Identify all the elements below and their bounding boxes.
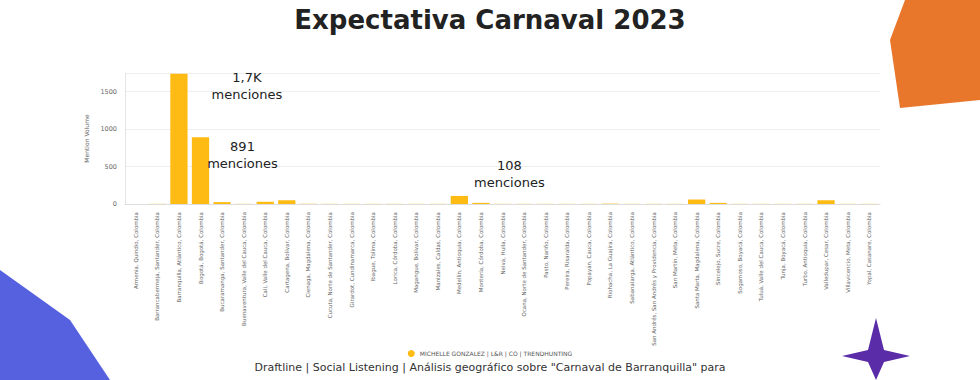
svg-text:menciones: menciones xyxy=(207,156,278,171)
svg-text:Cucuta, Norte de Santander, Co: Cucuta, Norte de Santander, Colombia xyxy=(327,212,333,318)
svg-text:1500: 1500 xyxy=(100,88,117,96)
svg-text:Tunja, Boyacá, Colombia: Tunja, Boyacá, Colombia xyxy=(780,212,787,280)
svg-text:San Martín, Meta, Colombia: San Martín, Meta, Colombia xyxy=(672,212,678,288)
svg-text:Sogamoso, Boyacá, Colombia: Sogamoso, Boyacá, Colombia xyxy=(737,212,744,294)
svg-text:Tuluá, Valle del Cauca, Colomb: Tuluá, Valle del Cauca, Colombia xyxy=(758,212,764,302)
svg-text:Pasto, Nariño, Colombia: Pasto, Nariño, Colombia xyxy=(543,212,549,278)
svg-text:Pereira, Risaralda, Colombia: Pereira, Risaralda, Colombia xyxy=(564,212,570,290)
svg-text:0: 0 xyxy=(113,200,117,208)
svg-text:108: 108 xyxy=(497,158,522,173)
svg-text:Buenaventura, Valle del Cauca,: Buenaventura, Valle del Cauca, Colombia xyxy=(241,212,247,326)
svg-text:Draftline | Social Listening |: Draftline | Social Listening | Análisis … xyxy=(254,361,725,374)
svg-text:menciones: menciones xyxy=(212,87,283,102)
svg-text:Villavicencio, Meta, Colombia: Villavicencio, Meta, Colombia xyxy=(845,212,851,293)
svg-text:MICHELLE GONZALEZ | L&R | CO |: MICHELLE GONZALEZ | L&R | CO | TRENDHUNT… xyxy=(420,350,573,358)
svg-text:1000: 1000 xyxy=(100,125,117,133)
svg-text:Turbo, Antioquia, Colombia: Turbo, Antioquia, Colombia xyxy=(802,212,809,287)
svg-text:500: 500 xyxy=(105,163,117,171)
svg-text:Santa Marta, Magdalena, Colomb: Santa Marta, Magdalena, Colombia xyxy=(694,212,701,309)
svg-text:Bogotá, Bogotá, Colombia: Bogotá, Bogotá, Colombia xyxy=(198,212,205,284)
svg-text:Ocana, Norte de Santander, Col: Ocana, Norte de Santander, Colombia xyxy=(521,212,527,317)
svg-text:Expectativa Carnaval 2023: Expectativa Carnaval 2023 xyxy=(294,5,685,35)
svg-text:menciones: menciones xyxy=(474,175,545,190)
svg-text:Barranquilla, Atlántico, Colom: Barranquilla, Atlántico, Colombia xyxy=(176,212,183,302)
svg-text:Sincelejo, Sucre, Colombia: Sincelejo, Sucre, Colombia xyxy=(715,212,722,285)
svg-text:Popayán, Cauca, Colombia: Popayán, Cauca, Colombia xyxy=(586,212,593,285)
svg-text:Bucaramanga, Santander, Colomb: Bucaramanga, Santander, Colombia xyxy=(219,212,226,312)
svg-text:Valledupar, Cesar, Colombia: Valledupar, Cesar, Colombia xyxy=(823,212,830,290)
svg-text:Manizales, Caldas, Colombia: Manizales, Caldas, Colombia xyxy=(435,212,441,290)
svg-text:Armenia, Quindío, Colombia: Armenia, Quindío, Colombia xyxy=(133,212,139,289)
svg-text:Cienaga, Magdalena, Colombia: Cienaga, Magdalena, Colombia xyxy=(305,212,312,298)
svg-text:Barrancabermeja, Santander, Co: Barrancabermeja, Santander, Colombia xyxy=(154,212,161,321)
svg-text:Sabanalarga, Atlántico, Colomb: Sabanalarga, Atlántico, Colombia xyxy=(629,212,636,304)
svg-text:891: 891 xyxy=(230,139,255,154)
svg-text:Cali, Valle del Cauca, Colombi: Cali, Valle del Cauca, Colombia xyxy=(262,212,268,297)
svg-text:Medellín, Antioquia, Colombia: Medellín, Antioquia, Colombia xyxy=(456,212,463,294)
svg-text:Ibague, Tolima, Colombia: Ibague, Tolima, Colombia xyxy=(370,212,377,281)
svg-text:Yopal, Casanare, Colombia: Yopal, Casanare, Colombia xyxy=(866,212,873,286)
svg-text:1,7K: 1,7K xyxy=(232,70,262,85)
svg-text:Magangue, Bolívar, Colombia: Magangue, Bolívar, Colombia xyxy=(413,212,420,293)
svg-text:Riohacha, La Guajira, Colombia: Riohacha, La Guajira, Colombia xyxy=(607,212,614,298)
svg-text:Cartagena, Bolívar, Colombia: Cartagena, Bolívar, Colombia xyxy=(284,212,291,293)
svg-text:Lorica, Córdoba, Colombia: Lorica, Córdoba, Colombia xyxy=(392,212,398,284)
svg-text:Neiva, Huila, Colombia: Neiva, Huila, Colombia xyxy=(500,212,506,275)
svg-text:San Andrés, San Andrés y Provi: San Andrés, San Andrés y Providencia, Co… xyxy=(651,212,658,346)
svg-text:Montería, Córdoba, Colombia: Montería, Córdoba, Colombia xyxy=(478,212,484,292)
svg-text:Mention Volume: Mention Volume xyxy=(83,114,90,163)
svg-text:Girardot, Cundinamarca, Colomb: Girardot, Cundinamarca, Colombia xyxy=(349,212,355,307)
